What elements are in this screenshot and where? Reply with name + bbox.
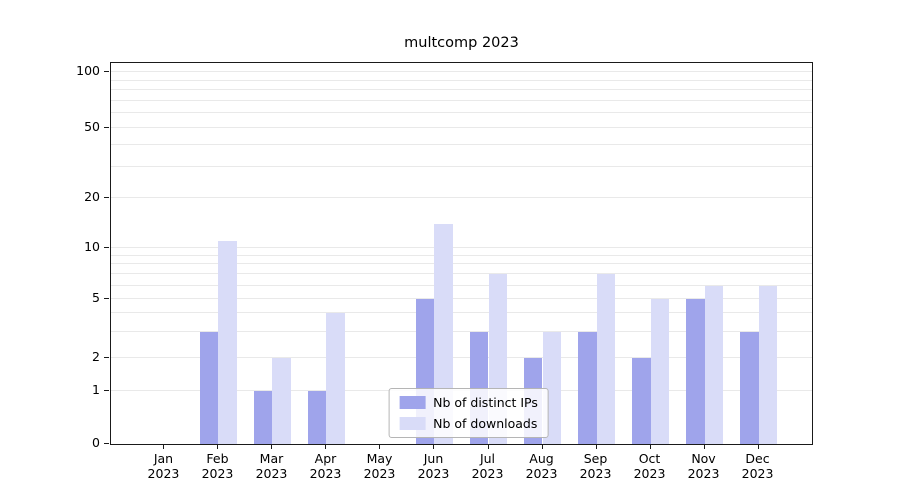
x-tick-label-nov: Nov 2023 xyxy=(687,451,720,481)
gridline xyxy=(111,144,812,146)
gridline xyxy=(111,263,812,265)
gridline xyxy=(111,312,812,314)
legend-label-downloads: Nb of downloads xyxy=(433,416,538,431)
bar-downloads-feb xyxy=(218,241,238,444)
bar-downloads-dec xyxy=(758,285,778,444)
bar-distinct-ips-sep xyxy=(577,331,597,444)
x-tick-mark xyxy=(487,444,489,449)
bar-downloads-apr xyxy=(326,313,346,444)
gridline xyxy=(111,330,812,332)
x-tick-mark xyxy=(595,444,597,449)
gridline xyxy=(111,127,812,129)
bar-distinct-ips-mar xyxy=(253,391,273,444)
gridline xyxy=(111,297,812,299)
x-tick-mark xyxy=(757,444,759,449)
y-tick-mark xyxy=(104,247,109,249)
gridline xyxy=(111,254,812,256)
x-tick-mark xyxy=(217,444,219,449)
gridline xyxy=(111,356,812,358)
gridline xyxy=(111,112,812,114)
y-tick-mark xyxy=(104,127,109,129)
x-tick-mark xyxy=(271,444,273,449)
y-tick-mark xyxy=(104,443,109,444)
bar-downloads-oct xyxy=(650,298,670,444)
x-tick-label-jun: Jun 2023 xyxy=(417,451,450,481)
x-tick-mark xyxy=(163,444,165,449)
y-tick-mark xyxy=(104,297,109,299)
x-tick-mark xyxy=(649,444,651,449)
y-tick-label: 0 xyxy=(92,435,100,450)
x-tick-label-sep: Sep 2023 xyxy=(579,451,612,481)
y-tick-mark xyxy=(104,196,109,198)
bar-downloads-sep xyxy=(596,274,616,444)
x-tick-label-feb: Feb 2023 xyxy=(201,451,234,481)
gridline xyxy=(111,284,812,286)
bar-distinct-ips-oct xyxy=(631,357,651,444)
y-tick-mark xyxy=(104,356,109,358)
legend-label-distinct-ips: Nb of distinct IPs xyxy=(433,395,538,410)
x-tick-label-oct: Oct 2023 xyxy=(633,451,666,481)
legend: Nb of distinct IPs Nb of downloads xyxy=(388,388,549,438)
y-tick-label: 100 xyxy=(76,63,100,79)
x-tick-label-jan: Jan 2023 xyxy=(147,451,180,481)
gridline xyxy=(111,196,812,198)
legend-item-downloads: Nb of downloads xyxy=(399,416,538,431)
y-tick-label: 20 xyxy=(84,188,100,204)
bar-distinct-ips-apr xyxy=(307,391,327,444)
bar-distinct-ips-nov xyxy=(685,298,705,444)
bar-distinct-ips-feb xyxy=(199,331,219,444)
legend-item-distinct-ips: Nb of distinct IPs xyxy=(399,395,538,410)
gridline xyxy=(111,99,812,101)
y-tick-mark xyxy=(104,390,109,392)
x-tick-label-aug: Aug 2023 xyxy=(525,451,558,481)
legend-swatch-distinct-ips xyxy=(399,396,426,409)
gridline xyxy=(111,166,812,168)
gridline xyxy=(111,71,812,73)
y-tick-label: 10 xyxy=(84,239,100,255)
gridline xyxy=(111,89,812,91)
x-tick-mark xyxy=(325,444,327,449)
x-tick-label-jul: Jul 2023 xyxy=(471,451,504,481)
x-tick-label-may: May 2023 xyxy=(363,451,396,481)
y-tick-label: 1 xyxy=(92,382,100,398)
y-tick-label: 50 xyxy=(84,119,100,135)
y-tick-label: 5 xyxy=(92,289,100,305)
x-tick-mark xyxy=(379,444,381,449)
gridline xyxy=(111,273,812,275)
gridline xyxy=(111,79,812,81)
chart-title: multcomp 2023 xyxy=(404,35,519,51)
bar-downloads-nov xyxy=(704,285,724,444)
y-tick-label: 2 xyxy=(92,348,100,364)
plot-area: Nb of distinct IPs Nb of downloads xyxy=(110,62,813,445)
y-tick-mark xyxy=(104,71,109,73)
legend-swatch-downloads xyxy=(399,417,426,430)
bar-downloads-mar xyxy=(272,357,292,444)
x-tick-label-dec: Dec 2023 xyxy=(741,451,774,481)
x-tick-label-apr: Apr 2023 xyxy=(309,451,342,481)
x-tick-label-mar: Mar 2023 xyxy=(255,451,288,481)
gridline xyxy=(111,247,812,249)
x-tick-mark xyxy=(433,444,435,449)
bar-distinct-ips-dec xyxy=(739,331,759,444)
x-tick-mark xyxy=(541,444,543,449)
x-tick-mark xyxy=(703,444,705,449)
